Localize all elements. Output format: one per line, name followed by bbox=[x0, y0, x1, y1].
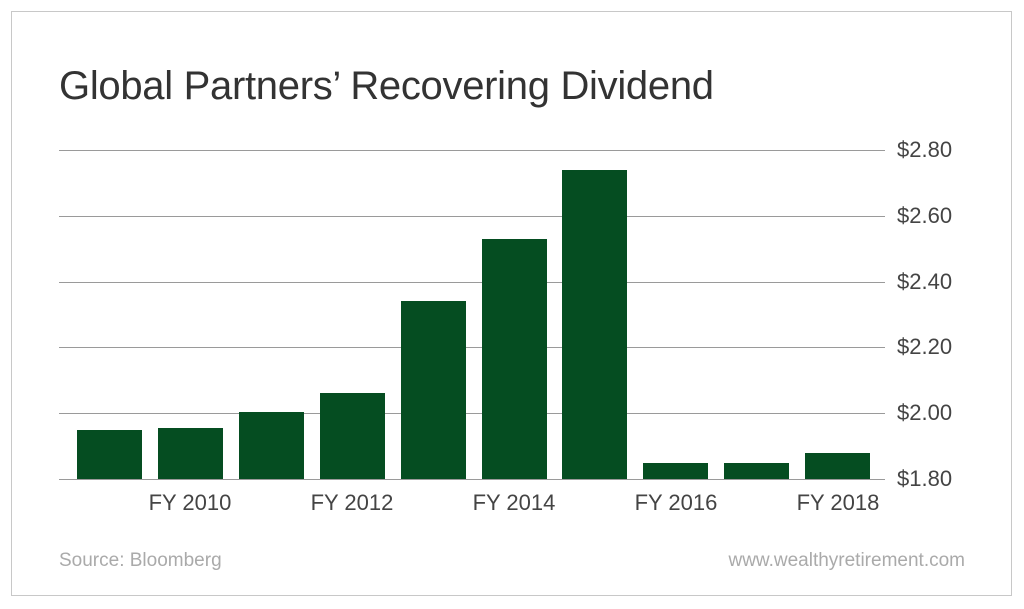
y-tick-label: $2.80 bbox=[897, 137, 953, 162]
bar-fy-2014 bbox=[482, 239, 547, 479]
site-url: www.wealthyretirement.com bbox=[728, 550, 965, 571]
bar-fy-2010 bbox=[158, 428, 223, 479]
gridline bbox=[59, 413, 885, 414]
bar-fy-2009 bbox=[77, 430, 142, 479]
bar-fy-2012 bbox=[320, 393, 385, 479]
y-tick-label: $2.00 bbox=[897, 400, 953, 425]
gridline bbox=[59, 479, 885, 480]
bar-fy-2015 bbox=[562, 170, 627, 479]
gridline bbox=[59, 347, 885, 348]
y-tick-label: $1.80 bbox=[897, 466, 953, 491]
x-tick-label: FY 2010 bbox=[148, 490, 232, 515]
y-tick-label: $2.40 bbox=[897, 269, 953, 294]
bar-fy-2017 bbox=[724, 463, 789, 479]
x-tick-label: FY 2016 bbox=[634, 490, 718, 515]
gridline bbox=[59, 150, 885, 151]
x-tick-label: FY 2012 bbox=[310, 490, 394, 515]
x-tick-label: FY 2014 bbox=[472, 490, 556, 515]
bar-fy-2018 bbox=[805, 453, 870, 479]
x-tick-label: FY 2018 bbox=[796, 490, 880, 515]
bar-fy-2016 bbox=[643, 463, 708, 479]
y-tick-label: $2.60 bbox=[897, 203, 953, 228]
bar-fy-2013 bbox=[401, 301, 466, 479]
chart-title: Global Partners’ Recovering Dividend bbox=[59, 64, 714, 108]
bar-fy-2011 bbox=[239, 412, 304, 479]
source-note: Source: Bloomberg bbox=[59, 550, 222, 571]
y-tick-label: $2.20 bbox=[897, 334, 953, 359]
gridline bbox=[59, 282, 885, 283]
gridline bbox=[59, 216, 885, 217]
